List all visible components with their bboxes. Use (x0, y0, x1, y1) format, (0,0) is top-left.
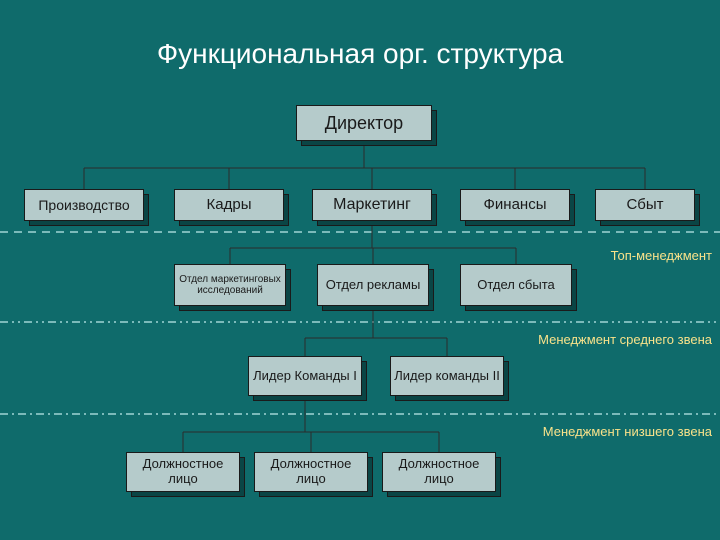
node-sales: Сбыт (595, 189, 695, 221)
node-person2: Должностное лицо (254, 452, 368, 492)
node-finance: Финансы (460, 189, 570, 221)
node-person3: Должностное лицо (382, 452, 496, 492)
node-team1: Лидер Команды I (248, 356, 362, 396)
caption-middle-management: Менеджмент среднего звена (538, 332, 712, 347)
slide-title: Функциональная орг. структура (0, 38, 720, 70)
node-research: Отдел маркетинговых исследований (174, 264, 286, 306)
node-director: Директор (296, 105, 432, 141)
node-production: Производство (24, 189, 144, 221)
node-sales_dept: Отдел сбыта (460, 264, 572, 306)
node-team2: Лидер команды II (390, 356, 504, 396)
node-ads: Отдел рекламы (317, 264, 429, 306)
caption-lower-management: Менеджмент низшего звена (543, 424, 712, 439)
node-hr: Кадры (174, 189, 284, 221)
node-person1: Должностное лицо (126, 452, 240, 492)
node-marketing: Маркетинг (312, 189, 432, 221)
caption-top-management: Топ-менеджмент (611, 248, 712, 263)
